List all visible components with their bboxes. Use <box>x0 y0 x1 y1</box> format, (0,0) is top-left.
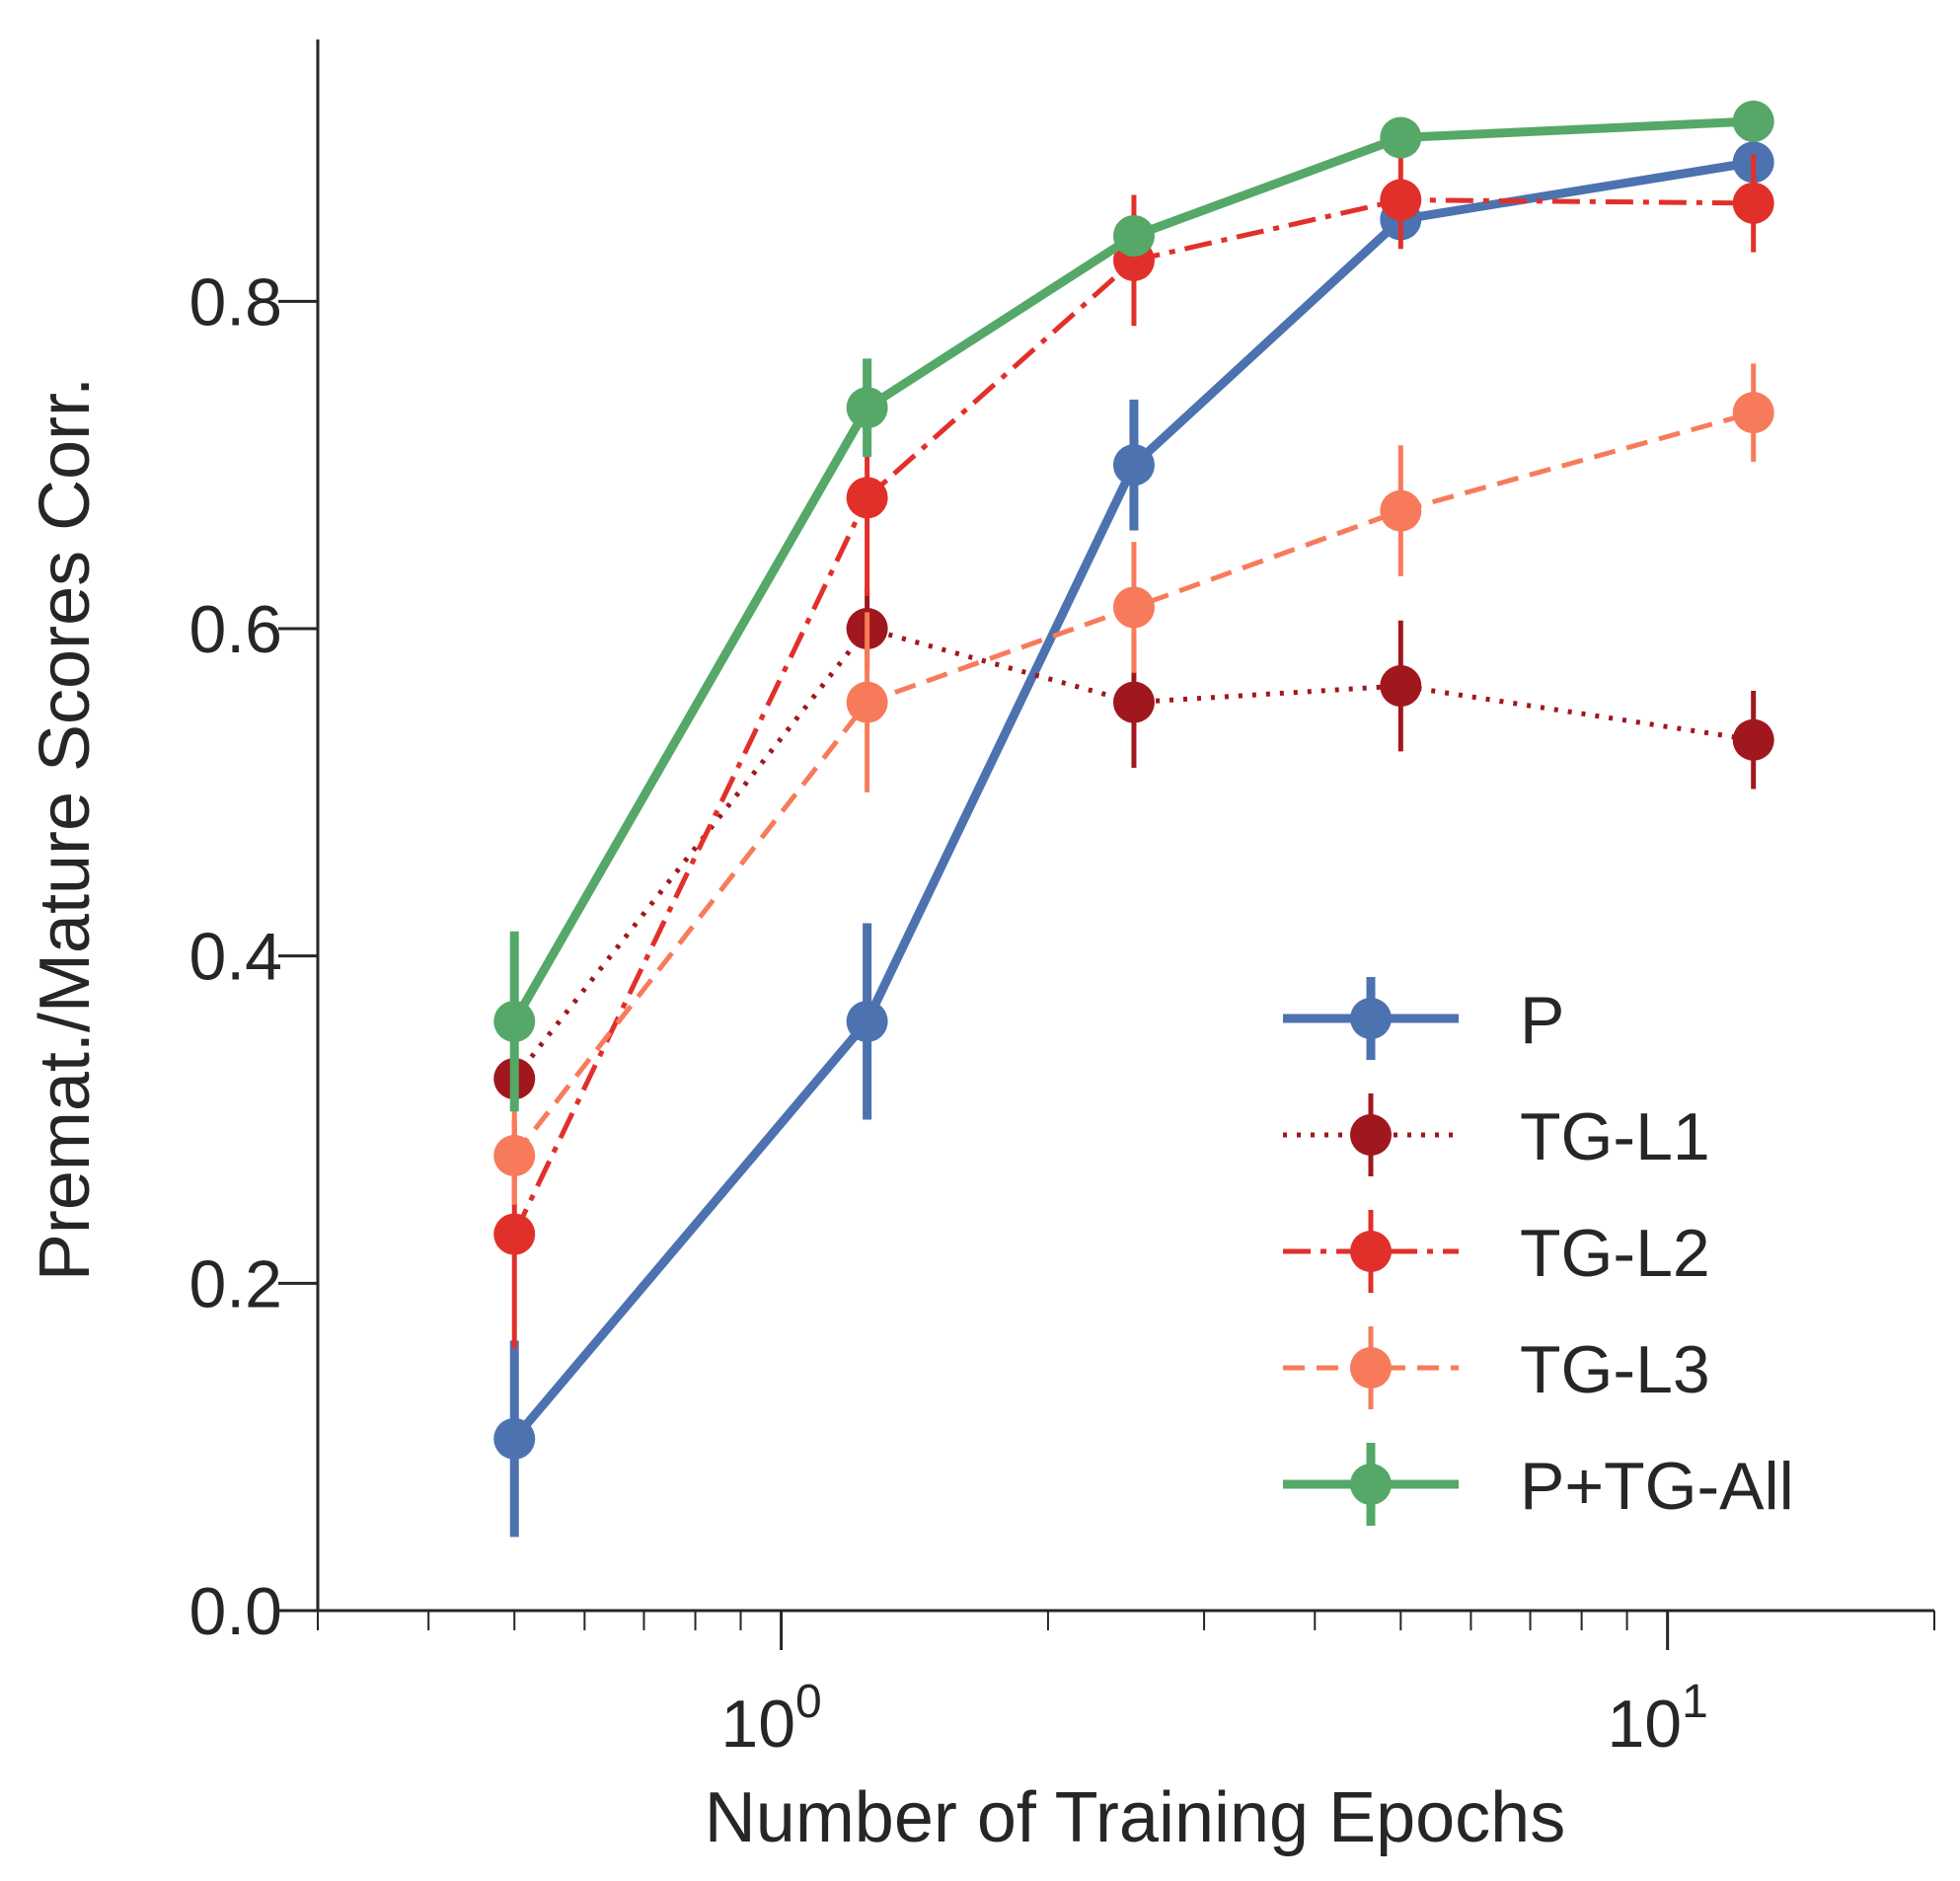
legend-label: P+TG-All <box>1520 1449 1794 1524</box>
data-point <box>493 1001 536 1042</box>
y-tick-label: 0.8 <box>188 264 282 339</box>
series-layer <box>493 100 1774 1538</box>
data-point <box>1732 718 1774 761</box>
series-p-tg-all <box>493 100 1774 1112</box>
axes: 0.0 0.2 0.4 0.6 0.8 100 101 <box>188 39 1935 1762</box>
legend-item: P+TG-All <box>1283 1443 1794 1526</box>
data-point <box>1732 182 1774 224</box>
legend-marker <box>1350 1464 1392 1505</box>
data-point <box>1112 215 1155 257</box>
data-point <box>846 681 888 723</box>
data-point <box>1380 665 1422 708</box>
data-point <box>493 1417 536 1460</box>
data-point <box>493 1134 536 1176</box>
data-point <box>1112 444 1155 487</box>
legend: P TG-L1 TG-L2 TG-L3 P+TG-All <box>1283 977 1794 1526</box>
data-point <box>1380 116 1422 159</box>
x-tick-label: 100 <box>720 1676 821 1762</box>
x-tick-label: 101 <box>1607 1676 1707 1762</box>
legend-marker <box>1350 1114 1392 1156</box>
x-axis-label: Number of Training Epochs <box>705 1778 1565 1857</box>
y-tick-label: 0.0 <box>188 1574 282 1649</box>
legend-marker <box>1350 1347 1392 1389</box>
legend-item: TG-L2 <box>1283 1210 1710 1293</box>
legend-item: TG-L3 <box>1283 1326 1710 1409</box>
data-point <box>1112 586 1155 629</box>
y-axis-label: Premat./Mature Scores Corr. <box>26 377 105 1281</box>
y-tick-label: 0.2 <box>188 1246 282 1321</box>
data-point <box>493 1213 536 1255</box>
legend-label: P <box>1520 983 1564 1058</box>
legend-item: TG-L1 <box>1283 1093 1710 1176</box>
data-point <box>1380 489 1422 532</box>
data-point <box>1732 392 1774 434</box>
legend-item: P <box>1283 977 1564 1060</box>
data-point <box>1732 100 1774 142</box>
data-point <box>846 1001 888 1042</box>
y-tick-label: 0.4 <box>188 920 282 995</box>
data-point <box>846 477 888 519</box>
legend-marker <box>1350 998 1392 1039</box>
legend-label: TG-L3 <box>1520 1332 1710 1407</box>
series-tg-l3 <box>493 363 1774 1205</box>
data-point <box>1112 681 1155 723</box>
legend-marker <box>1350 1231 1392 1272</box>
legend-label: TG-L1 <box>1520 1099 1710 1174</box>
data-point <box>846 387 888 429</box>
data-point <box>1380 179 1422 221</box>
series-p <box>493 141 1774 1538</box>
legend-label: TG-L2 <box>1520 1216 1710 1291</box>
y-tick-label: 0.6 <box>188 592 282 667</box>
